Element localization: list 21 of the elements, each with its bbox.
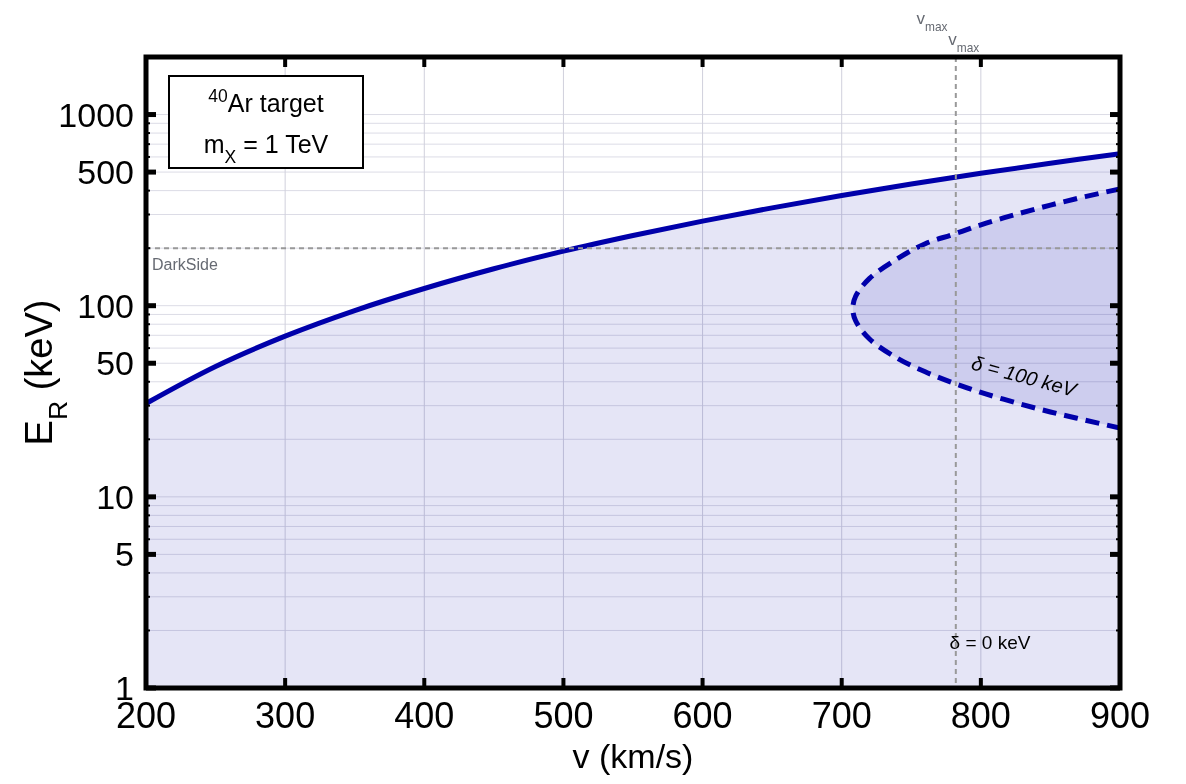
y-tick-label: 500 <box>77 153 134 192</box>
x-tick-label: 300 <box>255 695 316 736</box>
y-tick-label: 10 <box>96 477 134 516</box>
annotation: δ = 0 keV <box>949 632 1031 653</box>
y-tick-label: 1000 <box>58 95 134 134</box>
y-tick-label: 50 <box>96 344 134 383</box>
x-tick-label: 600 <box>672 695 733 736</box>
x-tick-label: 700 <box>811 695 872 736</box>
ref-line-label: v$_{max}$ <box>948 30 980 55</box>
text: v$_{max}$ <box>916 9 948 34</box>
x-tick-label: 800 <box>950 695 1011 736</box>
annotation: δ = 100 keV <box>969 351 1081 402</box>
y-tick-label: 5 <box>115 535 134 574</box>
annotation: m$_{X}$ = 1 TeV <box>203 130 329 167</box>
y-tick-label: 100 <box>77 286 134 325</box>
x-tick-label: 400 <box>394 695 455 736</box>
x-tick-label: 500 <box>533 695 594 736</box>
annotation: $^{40}$Ar target <box>208 86 324 117</box>
ref-line-label: DarkSide <box>152 256 218 274</box>
x-tick-label: 900 <box>1089 695 1151 736</box>
x-axis-title: v (km/s) <box>572 737 694 775</box>
